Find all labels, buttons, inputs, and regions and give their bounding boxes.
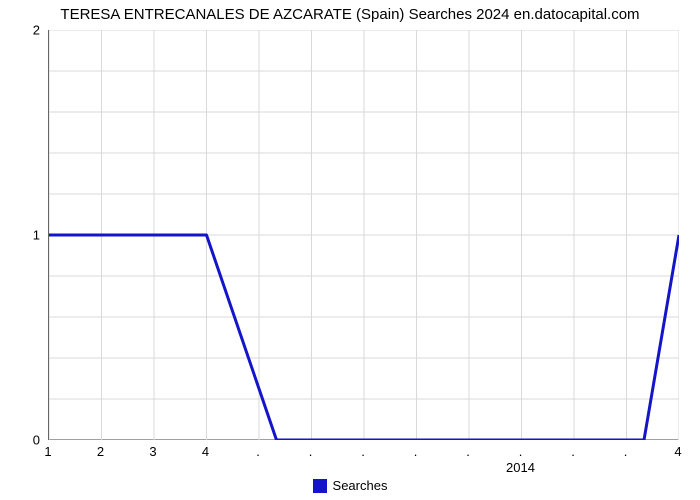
y-tick-label: 0 xyxy=(0,433,40,448)
x-tick-label: 4 xyxy=(202,444,209,459)
chart-title: TERESA ENTRECANALES DE AZCARATE (Spain) … xyxy=(0,6,700,23)
x-tick-label: . xyxy=(571,444,575,459)
legend-item-searches: Searches xyxy=(313,478,388,493)
legend-label: Searches xyxy=(333,478,388,493)
x-tick-label: 1 xyxy=(44,444,51,459)
chart-container: TERESA ENTRECANALES DE AZCARATE (Spain) … xyxy=(0,0,700,500)
legend-swatch xyxy=(313,479,327,493)
y-tick-label: 2 xyxy=(0,23,40,38)
x-tick-label: . xyxy=(309,444,313,459)
x-tick-label: . xyxy=(361,444,365,459)
plot-area xyxy=(48,30,678,440)
x-tick-year: 2014 xyxy=(506,460,535,475)
x-tick-label: . xyxy=(256,444,260,459)
y-tick-label: 1 xyxy=(0,228,40,243)
x-tick-label: . xyxy=(519,444,523,459)
x-tick-label: 3 xyxy=(149,444,156,459)
x-tick-label: . xyxy=(466,444,470,459)
legend: Searches xyxy=(0,478,700,498)
x-tick-label: 4 xyxy=(674,444,681,459)
plot-svg xyxy=(49,30,679,440)
x-tick-label: . xyxy=(624,444,628,459)
x-tick-label: 2 xyxy=(97,444,104,459)
x-tick-label: . xyxy=(414,444,418,459)
